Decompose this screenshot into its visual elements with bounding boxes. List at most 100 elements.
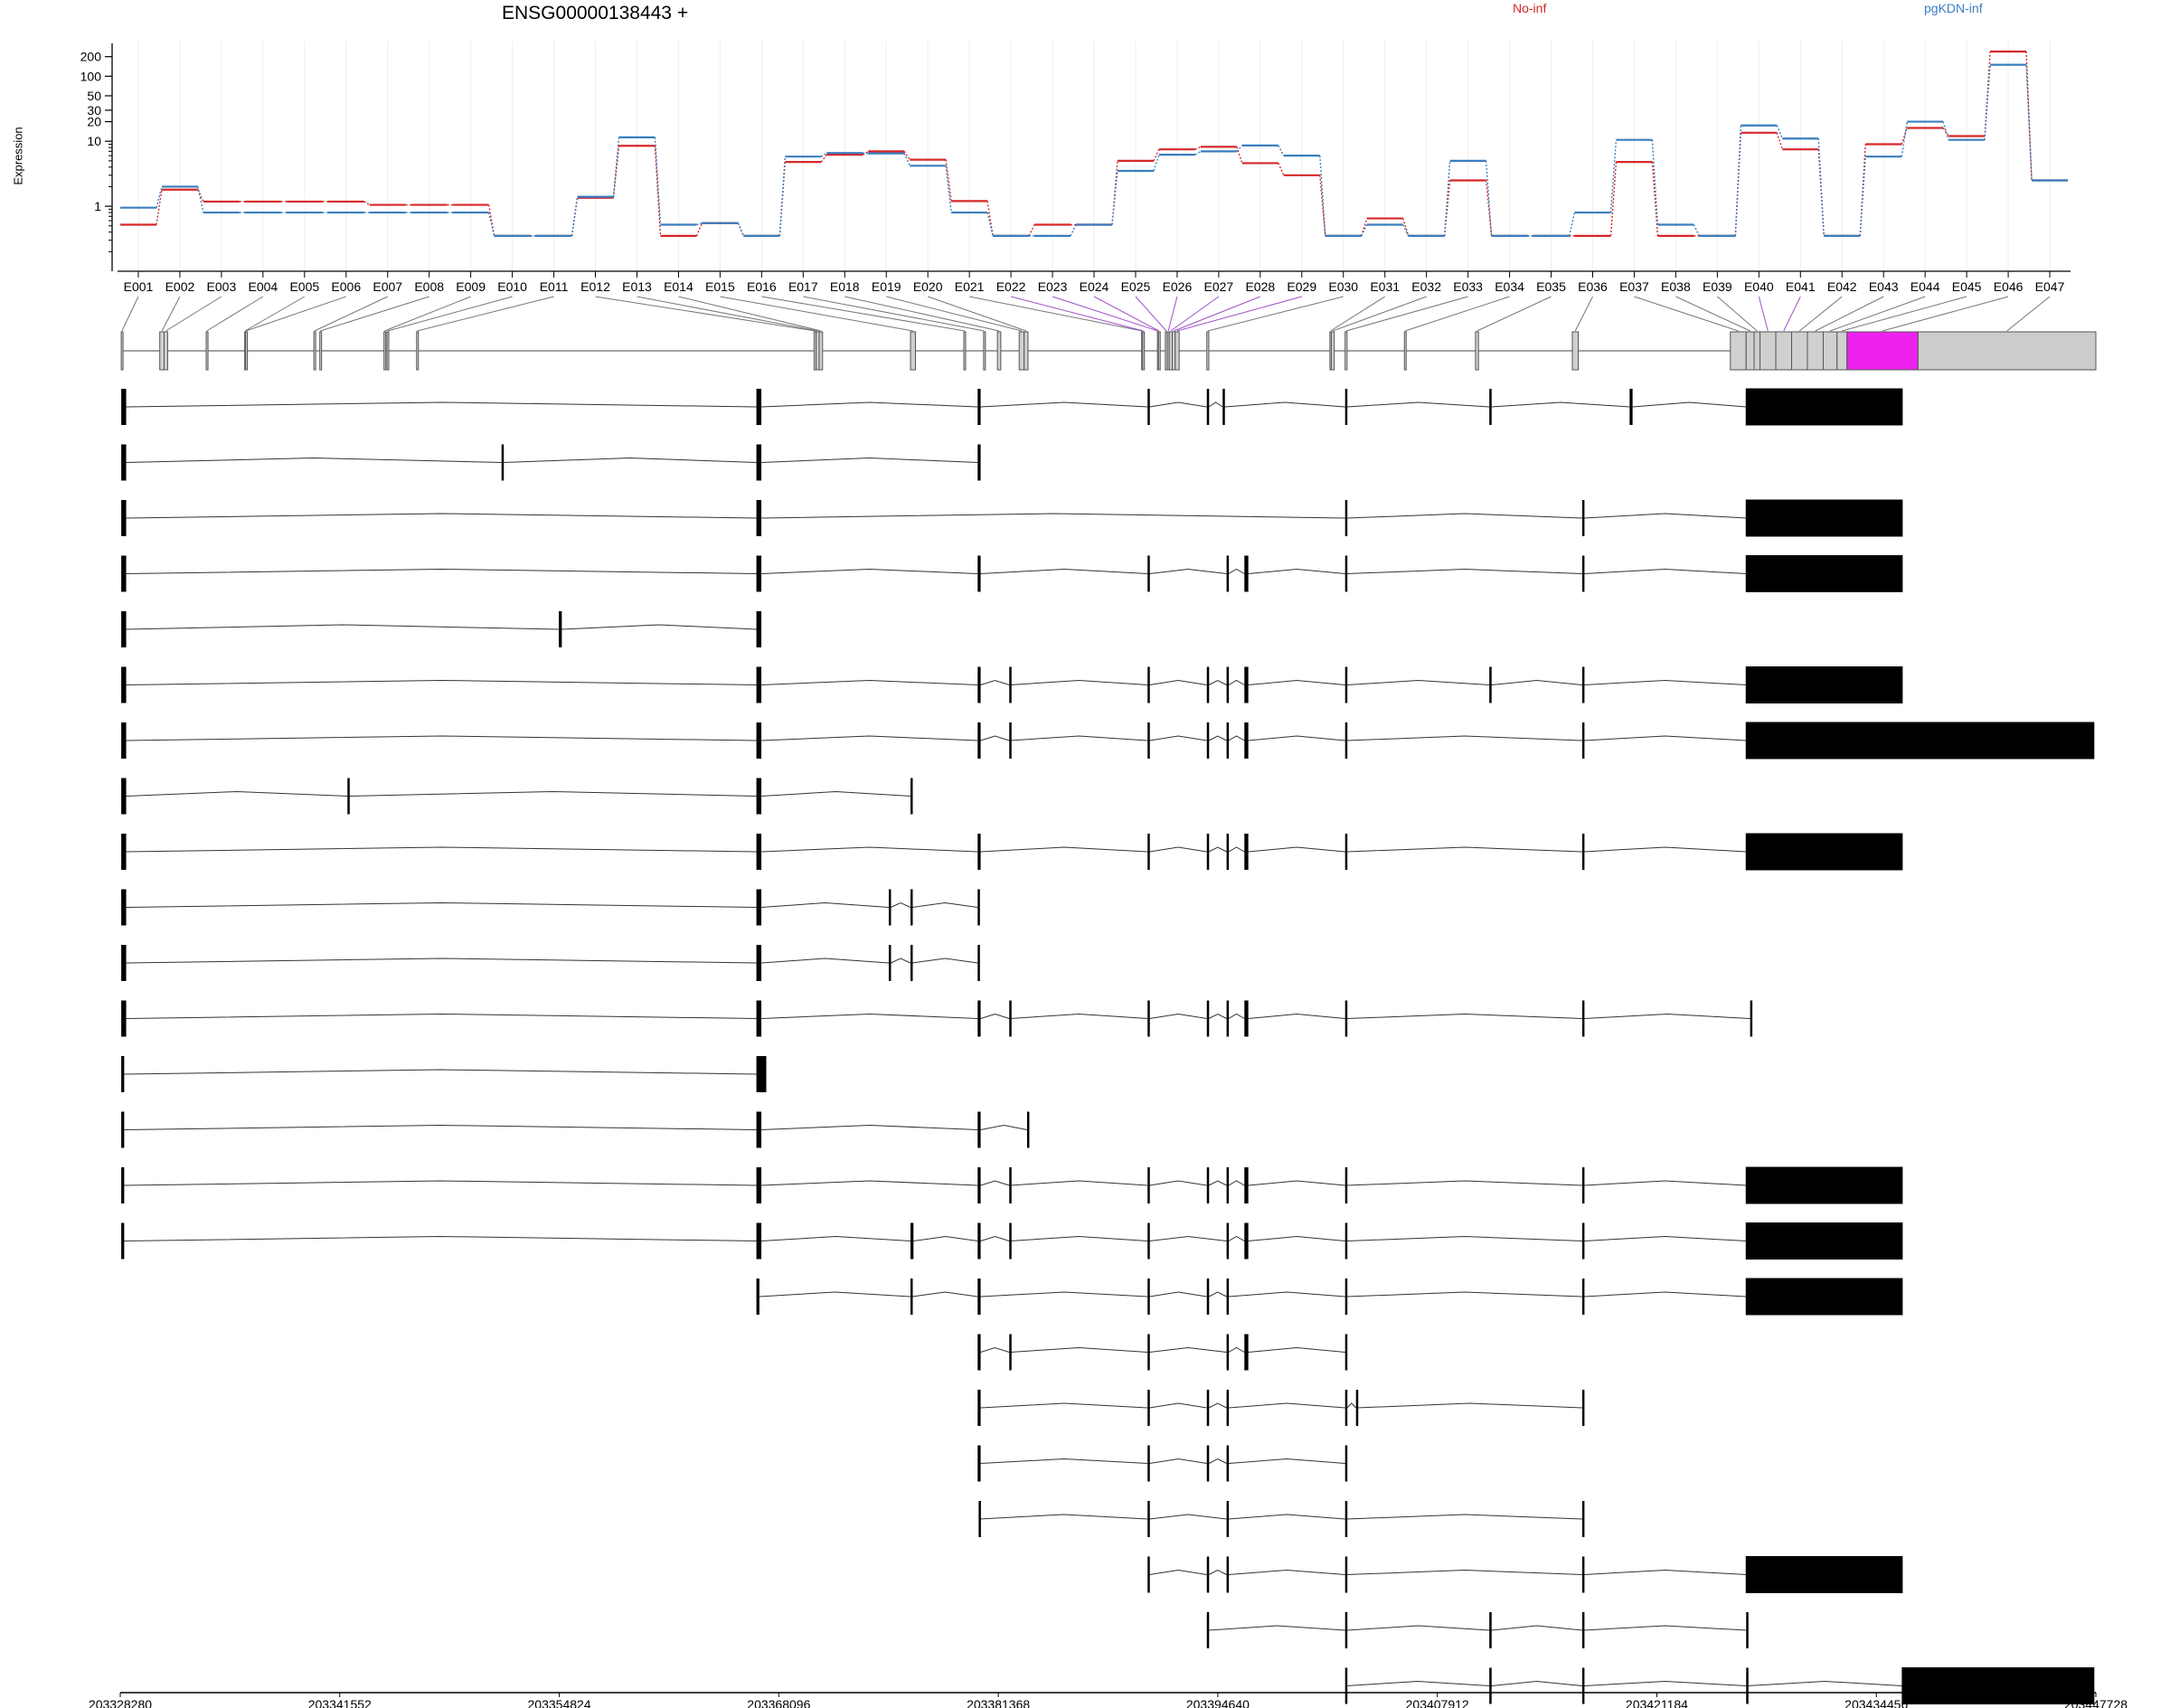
x-tick-label: E024	[1080, 279, 1109, 294]
intron-line	[1149, 735, 1207, 741]
intron-line	[124, 1180, 757, 1186]
intron-line	[1208, 401, 1223, 408]
transcript-exon	[1009, 1167, 1012, 1203]
series-connector	[1859, 156, 1866, 236]
transcript-exon	[1226, 1445, 1230, 1482]
transcript-exon	[1226, 834, 1230, 870]
transcript-row	[1147, 1556, 1903, 1593]
summary-exon	[120, 331, 124, 371]
expression-series	[120, 50, 2068, 237]
intron-line	[980, 1235, 1010, 1241]
bin-connector	[121, 296, 139, 332]
intron-line	[980, 679, 1010, 685]
genome-tick-label: 203381368	[967, 1697, 1030, 1708]
transcript-exon	[121, 945, 127, 981]
intron-line	[1149, 1458, 1207, 1464]
x-tick-label: E030	[1328, 279, 1358, 294]
x-tick-label: E044	[1911, 279, 1940, 294]
intron-line	[1346, 1180, 1582, 1186]
genome-tick-label: 203394640	[1186, 1697, 1250, 1708]
bin-connector	[1815, 296, 1884, 332]
intron-line	[1346, 1013, 1582, 1019]
intron-line	[980, 401, 1148, 408]
transcript-exon	[1901, 1667, 2095, 1704]
transcript-exon	[1344, 1279, 1348, 1315]
x-tick-label: E010	[497, 279, 527, 294]
transcript-exon	[121, 444, 127, 481]
transcript-exon	[978, 1501, 981, 1537]
intron-line	[761, 568, 978, 574]
transcript-exon	[1147, 1222, 1150, 1260]
x-tick-label: E045	[1952, 279, 1982, 294]
transcript-exon	[1009, 722, 1012, 759]
intron-line	[1149, 1180, 1207, 1186]
intron-line	[980, 1458, 1148, 1464]
intron-line	[1248, 1235, 1345, 1241]
transcript-exon	[1244, 555, 1249, 592]
x-tick-label: E032	[1411, 279, 1441, 294]
intron-line	[1208, 1402, 1227, 1409]
series-connector	[156, 189, 163, 225]
transcript-exon	[1344, 1445, 1348, 1482]
series-connector	[1984, 64, 1991, 140]
x-tick-label: E047	[2035, 279, 2065, 294]
summary-exon	[1775, 331, 1793, 371]
summary-exon	[319, 331, 323, 371]
intron-line	[126, 457, 502, 463]
transcript-exon	[1222, 389, 1225, 425]
x-tick-label: E035	[1536, 279, 1566, 294]
transcript-exon	[1581, 1000, 1585, 1037]
intron-line	[1010, 1180, 1148, 1186]
transcript-exon	[121, 1222, 125, 1260]
transcript-exon	[1226, 1279, 1230, 1315]
intron-line	[126, 790, 348, 797]
series-connector	[1609, 162, 1618, 236]
intron-line	[1491, 679, 1582, 685]
intron-line	[1584, 513, 1747, 519]
series-connector	[197, 189, 204, 203]
series-connector	[903, 153, 910, 166]
series-connector	[695, 222, 703, 237]
x-tick-label: E031	[1370, 279, 1400, 294]
transcript-exon	[910, 889, 913, 926]
genome-tick-label: 203421184	[1626, 1697, 1688, 1708]
x-tick-label: E009	[456, 279, 486, 294]
intron-line	[1346, 513, 1582, 519]
bin-connector	[720, 296, 913, 332]
bin-connector	[1829, 296, 1926, 332]
transcript-exon	[1344, 1501, 1348, 1537]
summary-exon	[1157, 331, 1161, 371]
transcript-exon	[1581, 834, 1585, 870]
x-tick-label: E033	[1453, 279, 1483, 294]
transcript-exon	[1489, 1667, 1492, 1704]
intron-line	[980, 735, 1010, 741]
bin-connector	[1173, 296, 1261, 332]
transcript-exon	[910, 778, 913, 815]
intron-line	[761, 735, 978, 741]
series-connector	[1443, 160, 1451, 236]
series-connector	[1194, 150, 1202, 156]
transcript-exon	[1745, 555, 1903, 592]
series-connector	[156, 186, 163, 208]
summary-exon	[1807, 331, 1824, 371]
series-connector	[654, 146, 662, 236]
transcript-exon	[977, 834, 981, 870]
transcript-row	[977, 1390, 1585, 1426]
series-connector	[363, 201, 371, 206]
series-connector	[1568, 212, 1576, 237]
intron-line	[1584, 1235, 1747, 1241]
transcript-exon	[1009, 666, 1012, 703]
summary-exon	[963, 331, 967, 371]
x-tick-label: E006	[331, 279, 361, 294]
transcript-exon	[1244, 1000, 1249, 1037]
transcript-exon	[1226, 1556, 1230, 1593]
intron-line	[1584, 1569, 1747, 1575]
x-tick-label: E046	[1994, 279, 2024, 294]
transcript-exon	[888, 945, 892, 981]
summary-exon	[245, 331, 249, 371]
intron-line	[1346, 846, 1582, 853]
transcript-exon	[121, 722, 127, 759]
transcript-exon	[977, 666, 981, 703]
transcript-row	[121, 1166, 1903, 1204]
intron-line	[1346, 1514, 1582, 1520]
